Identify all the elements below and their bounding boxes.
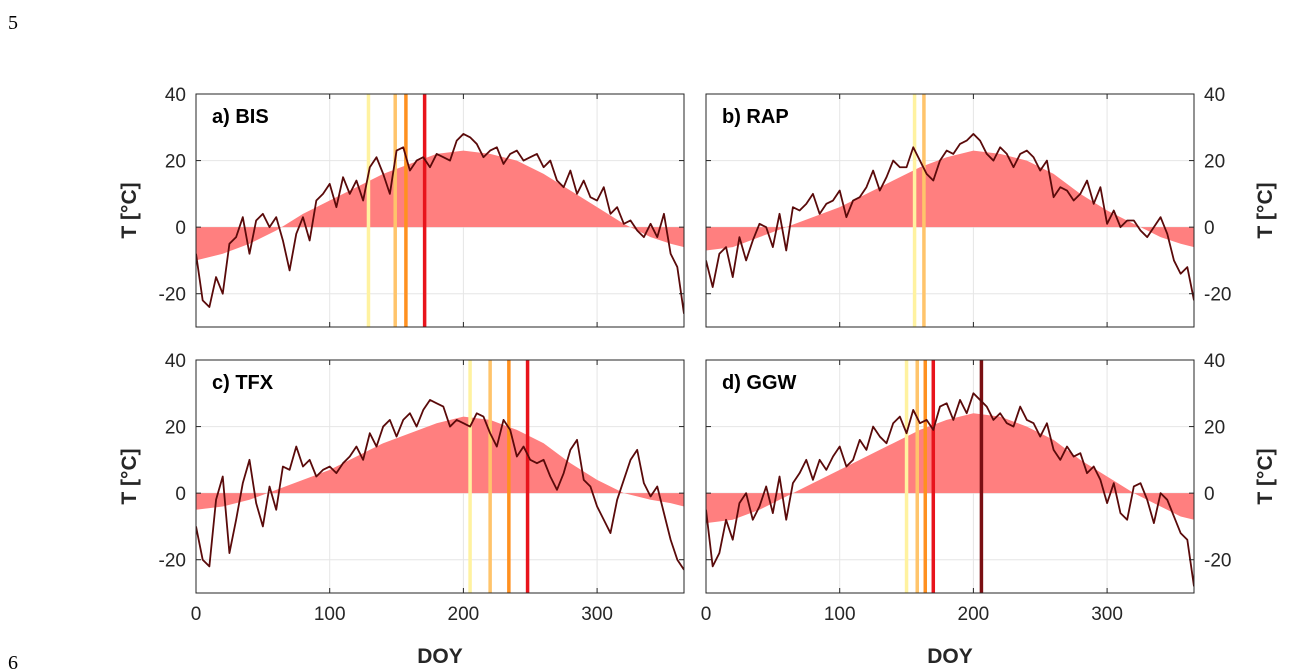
panel-title: d) GGW <box>722 372 797 394</box>
y-tick-label: -20 <box>159 285 186 306</box>
panel-c: 0 100 200 300 -20 0 20 40 T [°C] DOY c) TFX <box>118 351 685 668</box>
y-axis-label: T [°C] <box>118 448 141 504</box>
x-tick-label: 300 <box>1091 604 1123 625</box>
y-tick-label: 40 <box>165 85 186 106</box>
y-axis-label: T [°C] <box>118 182 141 238</box>
y-tick-label: 20 <box>165 418 186 439</box>
axes-box <box>705 359 1195 594</box>
y-tick-label: 0 <box>1204 218 1215 239</box>
x-tick-label: 200 <box>958 604 990 625</box>
plot-area <box>196 94 684 327</box>
y-tick-label: -20 <box>159 551 186 572</box>
x-tick-label: 300 <box>581 604 613 625</box>
x-tick-label: 0 <box>701 604 712 625</box>
plot-area <box>706 94 1194 327</box>
climatology-area <box>196 416 684 510</box>
y-axis-label: T [°C] <box>1254 182 1277 238</box>
temperature-line <box>196 133 684 314</box>
x-tick-label: 0 <box>191 604 202 625</box>
x-tick-label: 200 <box>448 604 480 625</box>
climatology-area <box>196 150 684 261</box>
panel-d: 0 100 200 300 -20 0 20 40 T [°C] DOY d) GGW <box>701 351 1277 668</box>
x-axis-label: DOY <box>927 645 973 668</box>
axes-box <box>705 93 1195 328</box>
panel-title: b) RAP <box>722 106 789 128</box>
x-tick-label: 100 <box>314 604 346 625</box>
y-tick-label: 40 <box>1204 85 1225 106</box>
temperature-line <box>196 399 684 571</box>
y-tick-label: 0 <box>175 218 186 239</box>
climatology-area <box>706 413 1194 524</box>
plot-area <box>196 360 684 593</box>
y-tick-label: 20 <box>165 152 186 173</box>
panel-a: -20 0 20 40 T [°C] a) BIS <box>118 85 685 328</box>
axes-box <box>195 93 685 328</box>
climatology-area <box>706 150 1194 251</box>
x-axis-label: DOY <box>417 645 463 668</box>
axes-box <box>195 359 685 594</box>
panel-b: -20 0 20 40 T [°C] b) RAP <box>705 85 1277 328</box>
y-tick-label: 40 <box>165 351 186 372</box>
x-tick-label: 100 <box>824 604 856 625</box>
y-tick-label: -20 <box>1204 285 1231 306</box>
panel-title: c) TFX <box>212 372 274 394</box>
y-tick-label: 0 <box>1204 484 1215 505</box>
temperature-line <box>706 392 1194 587</box>
panel-title: a) BIS <box>212 106 269 128</box>
y-tick-label: 20 <box>1204 152 1225 173</box>
temperature-line <box>706 133 1194 301</box>
y-tick-label: 0 <box>175 484 186 505</box>
y-tick-label: 40 <box>1204 351 1225 372</box>
y-axis-label: T [°C] <box>1254 448 1277 504</box>
y-tick-label: 20 <box>1204 418 1225 439</box>
y-tick-label: -20 <box>1204 551 1231 572</box>
plot-area <box>706 360 1194 593</box>
page-number-bottom: 6 <box>8 652 18 671</box>
page-number-top: 5 <box>8 12 18 34</box>
